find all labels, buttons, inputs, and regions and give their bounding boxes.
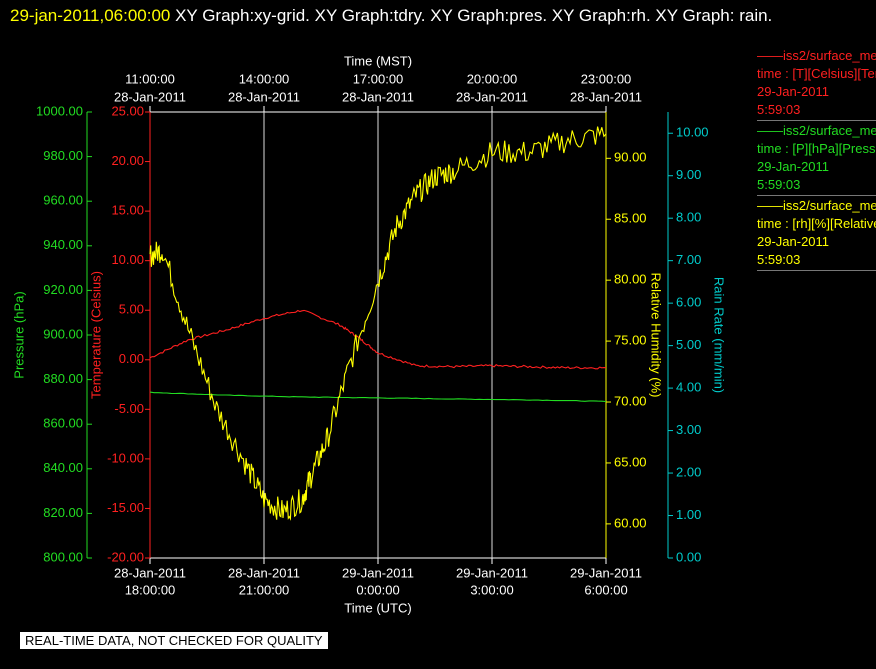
- top-tick-label: 28-Jan-2011: [456, 89, 528, 104]
- x-tick-label: 18:00:00: [125, 582, 176, 597]
- title-text: XY Graph:xy-grid. XY Graph:tdry. XY Grap…: [170, 6, 773, 25]
- pressure-tick-label: 920.00: [43, 282, 83, 297]
- legend-date: 29-Jan-2011: [757, 84, 830, 99]
- top-tick-label: 28-Jan-2011: [570, 89, 642, 104]
- temperature-tick-label: 20.00: [111, 153, 144, 168]
- rain-tick-label: 10.00: [676, 125, 709, 140]
- pressure-tick-label: 800.00: [43, 549, 83, 564]
- top-axis-title: Time (MST): [344, 53, 412, 68]
- pressure-tick-label: 900.00: [43, 326, 83, 341]
- x-tick-label: 29-Jan-2011: [456, 565, 528, 580]
- legend: ——iss2/surface_met time : [T][Celsius][T…: [757, 47, 876, 272]
- pressure-tick-label: 980.00: [43, 148, 83, 163]
- legend-time: 5:59:03: [757, 177, 801, 192]
- legend-date: 29-Jan-2011: [757, 234, 830, 249]
- pressure-tick-label: 820.00: [43, 505, 83, 520]
- legend-line: ——iss2/surface_met: [757, 198, 876, 213]
- x-tick-label: 29-Jan-2011: [570, 565, 642, 580]
- rh-tick-label: 60.00: [614, 515, 647, 530]
- rain-tick-label: 2.00: [676, 464, 701, 479]
- rain-tick-label: 7.00: [676, 252, 701, 267]
- temperature-tick-label: 10.00: [111, 252, 144, 267]
- legend-time: 5:59:03: [757, 252, 801, 267]
- pressure-tick-label: 840.00: [43, 460, 83, 475]
- series-line-pressure: [149, 391, 607, 403]
- x-tick-label: 29-Jan-2011: [342, 565, 414, 580]
- legend-line: ——iss2/surface_met: [757, 48, 876, 63]
- rh-tick-label: 75.00: [614, 333, 647, 348]
- temperature-tick-label: -20.00: [107, 549, 144, 564]
- rain-tick-label: 5.00: [676, 337, 701, 352]
- rh-tick-label: 70.00: [614, 393, 647, 408]
- title-timestamp: 29-jan-2011,06:00:00: [10, 6, 171, 25]
- pressure-tick-label: 1000.00: [36, 103, 83, 118]
- rh-axis-title: Relative Humidity (%): [649, 273, 664, 398]
- rain-axis-title: Rain Rate (mm/min): [712, 277, 727, 393]
- temperature-axis-title: Temperature (Celsius): [88, 271, 103, 399]
- temperature-tick-label: -5.00: [114, 401, 144, 416]
- legend-desc: time : [T][Celsius][Temp: [757, 66, 876, 81]
- rain-tick-label: 4.00: [676, 380, 701, 395]
- pressure-tick-label: 940.00: [43, 237, 83, 252]
- rain-tick-label: 9.00: [676, 167, 701, 182]
- pressure-tick-label: 860.00: [43, 416, 83, 431]
- x-tick-label: 0:00:00: [356, 582, 399, 597]
- pressure-tick-label: 880.00: [43, 371, 83, 386]
- rain-tick-label: 1.00: [676, 507, 701, 522]
- rain-tick-label: 6.00: [676, 295, 701, 310]
- legend-entry-temperature[interactable]: ——iss2/surface_met time : [T][Celsius][T…: [757, 47, 876, 121]
- top-tick-label: 11:00:00: [125, 71, 175, 86]
- top-tick-label: 14:00:00: [239, 71, 290, 86]
- top-tick-label: 28-Jan-2011: [114, 89, 186, 104]
- x-tick-label: 28-Jan-2011: [114, 565, 186, 580]
- legend-desc: time : [P][hPa][Pressu: [757, 141, 876, 156]
- series-line-temperature: [149, 309, 607, 370]
- legend-entry-rh[interactable]: ——iss2/surface_met time : [rh][%][Relati…: [757, 197, 876, 271]
- temperature-tick-label: 15.00: [111, 203, 144, 218]
- x-tick-label: 21:00:00: [239, 582, 290, 597]
- temperature-tick-label: 0.00: [119, 351, 144, 366]
- x-tick-label: 6:00:00: [584, 582, 627, 597]
- x-tick-label: 3:00:00: [470, 582, 513, 597]
- legend-desc: time : [rh][%][Relative: [757, 216, 876, 231]
- legend-time: 5:59:03: [757, 102, 801, 117]
- temperature-tick-label: -10.00: [107, 450, 144, 465]
- x-tick-label: 28-Jan-2011: [228, 565, 300, 580]
- rain-tick-label: 3.00: [676, 422, 701, 437]
- legend-line: ——iss2/surface_met: [757, 123, 876, 138]
- rain-tick-label: 0.00: [676, 549, 701, 564]
- top-tick-label: 17:00:00: [353, 71, 404, 86]
- legend-date: 29-Jan-2011: [757, 159, 830, 174]
- pressure-tick-label: 960.00: [43, 193, 83, 208]
- rh-tick-label: 65.00: [614, 454, 647, 469]
- top-tick-label: 20:00:00: [467, 71, 518, 86]
- quality-warning: REAL-TIME DATA, NOT CHECKED FOR QUALITY: [20, 632, 328, 649]
- x-axis-title: Time (UTC): [344, 600, 411, 615]
- rh-tick-label: 90.00: [614, 150, 647, 165]
- temperature-tick-label: -15.00: [107, 500, 144, 515]
- top-tick-label: 28-Jan-2011: [342, 89, 414, 104]
- temperature-tick-label: 5.00: [119, 302, 144, 317]
- rh-tick-label: 80.00: [614, 272, 647, 287]
- chart-title: 29-jan-2011,06:00:00 XY Graph:xy-grid. X…: [10, 2, 860, 29]
- legend-entry-pressure[interactable]: ——iss2/surface_met time : [P][hPa][Press…: [757, 122, 876, 196]
- top-tick-label: 28-Jan-2011: [228, 89, 300, 104]
- series-line-rh: [149, 126, 607, 521]
- temperature-tick-label: 25.00: [111, 103, 144, 118]
- rain-tick-label: 8.00: [676, 210, 701, 225]
- top-tick-label: 23:00:00: [581, 71, 632, 86]
- pressure-axis-title: Pressure (hPa): [11, 291, 26, 378]
- rh-tick-label: 85.00: [614, 211, 647, 226]
